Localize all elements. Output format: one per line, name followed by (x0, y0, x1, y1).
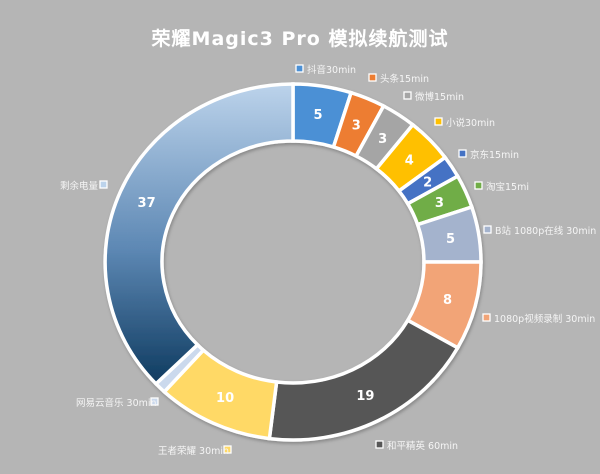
slice-label: 抖音30min (307, 64, 356, 76)
donut-slice (267, 317, 461, 442)
doughnut-labels: 5 抖音30min 3 头条15min 3 微博15min 4 小说30min 2 京东15min… (60, 64, 596, 457)
slice-label: 头条15min (380, 73, 429, 85)
legend-key (482, 313, 491, 322)
legend-key (375, 440, 384, 449)
slice-label: 网易云音乐 30min (76, 397, 157, 409)
slice-label: 京东15min (470, 149, 519, 161)
slice-value: 3 (378, 132, 387, 147)
chart-title: 荣耀Magic3 Pro 模拟续航测试 (151, 28, 449, 50)
legend-key (150, 397, 159, 406)
doughnut-slices (103, 82, 483, 442)
slice-label: 小说30min (446, 117, 495, 129)
slice-value: 2 (423, 175, 432, 190)
slice-label: 剩余电量 (60, 180, 99, 192)
slice-value: 5 (313, 108, 322, 123)
slice-label: 微博15min (415, 91, 464, 103)
slice-value: 37 (138, 196, 156, 211)
legend-key (483, 225, 492, 234)
slice-label: B站 1080p在线 30min (495, 225, 596, 237)
slice-label: 淘宝15mi (486, 181, 529, 193)
donut-slice (103, 82, 295, 387)
legend-key (368, 73, 377, 82)
slice-value: 3 (435, 196, 444, 211)
legend-key (403, 91, 412, 100)
slice-value: 4 (405, 153, 414, 168)
slice-label: 和平精英 60min (387, 440, 458, 452)
slice-label: 1080p视频录制 30min (494, 313, 595, 325)
slice-value: 5 (446, 232, 455, 247)
legend-key (474, 181, 483, 190)
slice-value: 8 (443, 293, 452, 308)
slice-value: 10 (216, 391, 234, 406)
slice-value: 3 (352, 118, 361, 133)
legend-key (295, 64, 304, 73)
legend-key (458, 149, 467, 158)
legend-key (99, 180, 108, 189)
legend-key (434, 117, 443, 126)
slice-value: 19 (356, 389, 374, 404)
slice-label: 王者荣耀 30min (158, 445, 229, 457)
legend-key (223, 445, 232, 454)
